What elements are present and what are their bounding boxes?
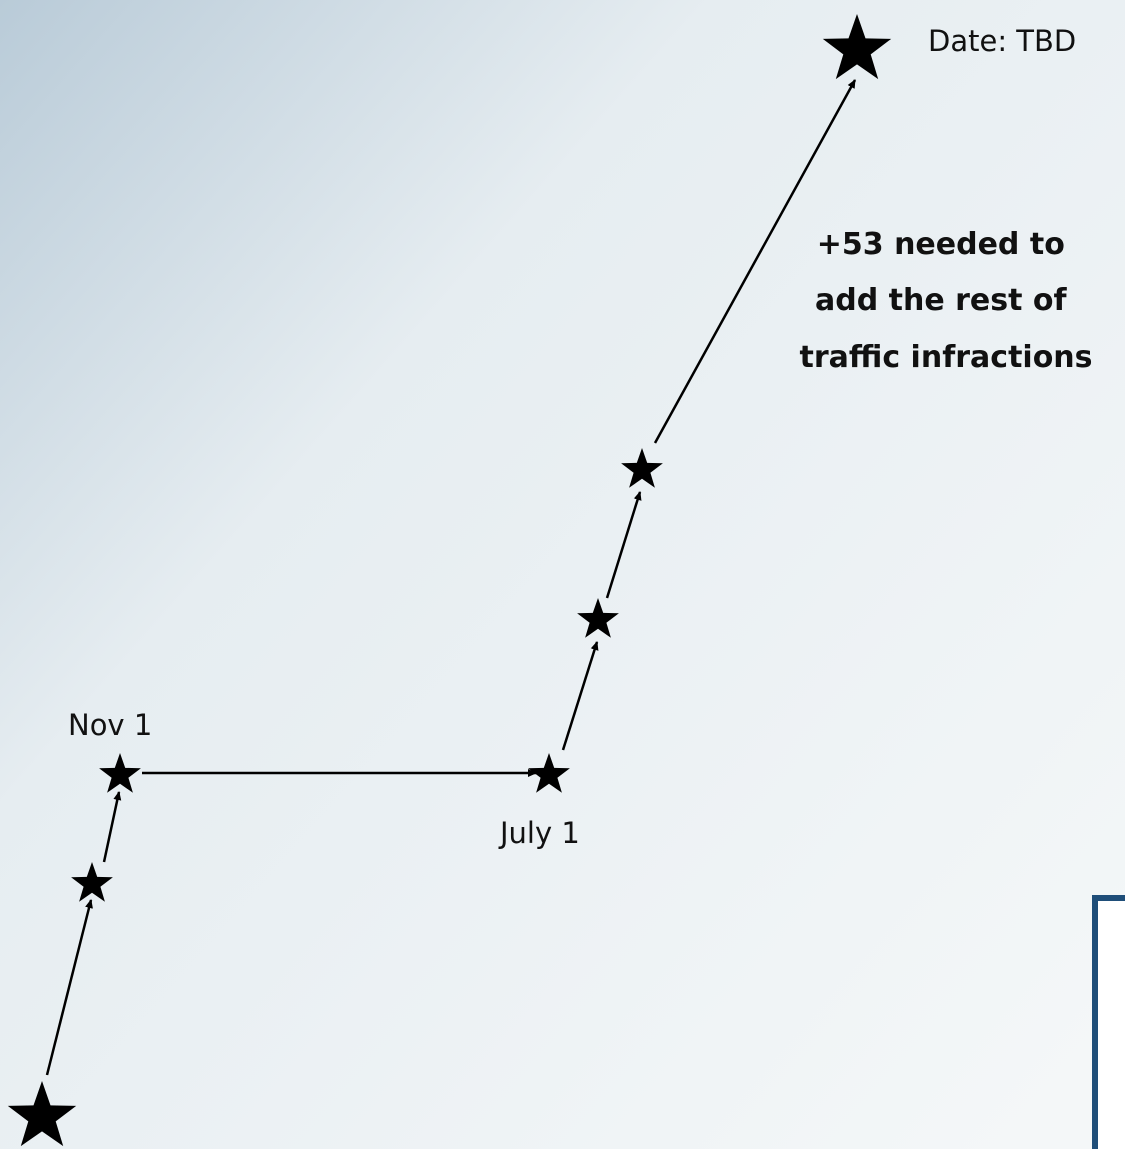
star <box>528 753 570 793</box>
arrow <box>102 791 122 863</box>
nov-label: Nov 1 <box>68 708 152 742</box>
star <box>71 862 113 902</box>
end-label: Date: TBD <box>928 24 1076 58</box>
star <box>7 1081 77 1147</box>
star <box>577 598 619 638</box>
annotation-line: traffic infractions <box>799 340 1092 375</box>
arrow <box>45 899 93 1076</box>
star <box>99 753 141 793</box>
star <box>822 14 892 80</box>
stars <box>7 14 892 1147</box>
july-label: July 1 <box>498 816 580 850</box>
arrow <box>561 641 599 751</box>
arrows <box>45 79 857 1076</box>
annotation-line: add the rest of <box>815 283 1068 318</box>
annotation-line: +53 needed to <box>817 227 1065 262</box>
annotation: +53 needed to add the rest of traffic in… <box>799 227 1092 375</box>
star <box>621 448 663 488</box>
arrow <box>605 491 642 599</box>
side-box <box>1092 895 1125 1149</box>
arrow <box>653 79 857 444</box>
